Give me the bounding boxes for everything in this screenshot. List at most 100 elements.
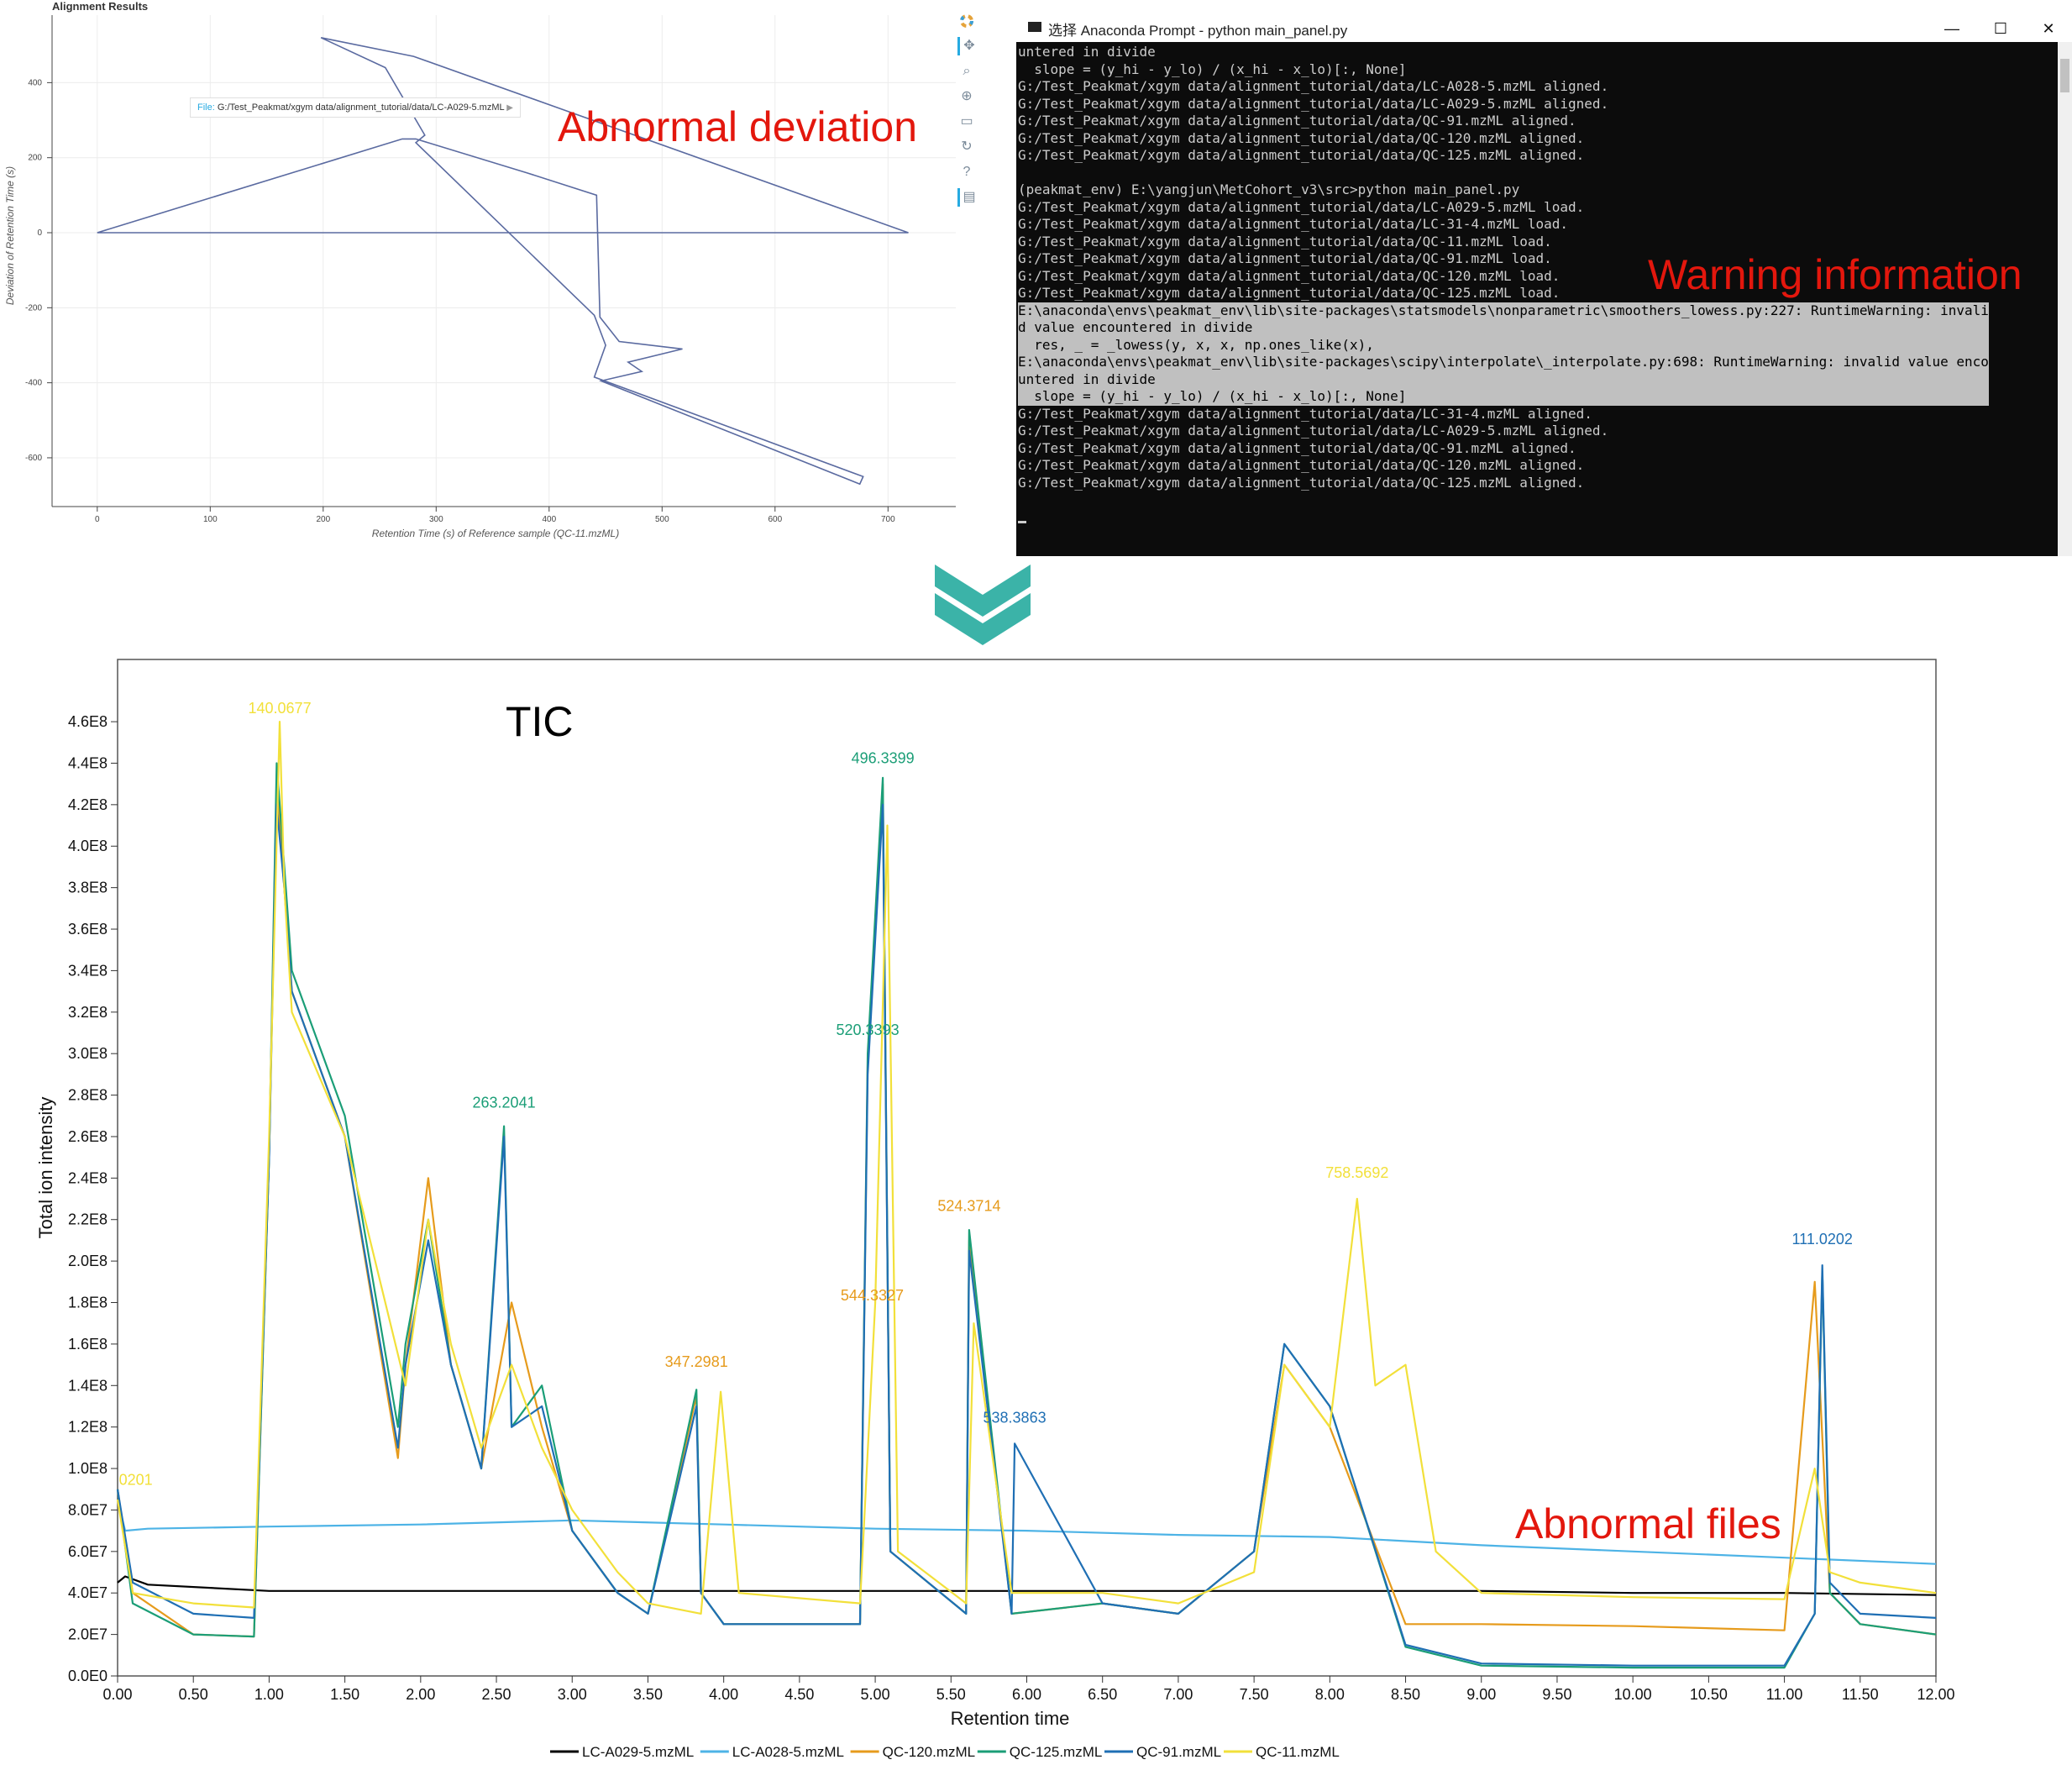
y-tick-label: 1.8E8 (68, 1295, 108, 1311)
peak-label: 520.3393 (837, 1022, 900, 1038)
x-tick-label: 6.00 (1012, 1686, 1041, 1703)
console-lines: untered in divide slope = (y_hi - y_lo) … (1018, 44, 1989, 491)
y-tick-label: 1.2E8 (68, 1419, 108, 1436)
y-tick-label: 0.0E0 (68, 1668, 108, 1684)
y-tick-label: 1.6E8 (68, 1336, 108, 1353)
window-titlebar[interactable]: 选择 Anaconda Prompt - python main_panel.p… (1016, 15, 2072, 42)
y-tick-label: -400 (25, 379, 42, 388)
console-line: E:\anaconda\envs\peakmat_env\lib\site-pa… (1018, 354, 1989, 371)
help-icon[interactable]: ? (963, 165, 971, 179)
x-tick-label: 7.00 (1163, 1686, 1193, 1703)
x-tick-label: 200 (316, 515, 330, 524)
x-tick-label: 2.50 (482, 1686, 511, 1703)
console-line: G:/Test_Peakmat/xgym data/alignment_tuto… (1018, 198, 1585, 215)
y-tick-label: -200 (25, 303, 42, 313)
y-tick-label: 3.2E8 (68, 1004, 108, 1021)
console-line: slope = (y_hi - y_lo) / (x_hi - x_lo)[:,… (1018, 388, 1989, 406)
console-line (1018, 165, 1989, 182)
console-cursor (1018, 521, 1026, 523)
x-tick-label: 11.00 (1766, 1686, 1803, 1703)
y-tick-label: 1.4E8 (68, 1377, 108, 1394)
save-icon[interactable]: ▭ (960, 114, 973, 129)
alignment-plot[interactable]: 0 100 200 300 400 500 600 700 400 200 0 -200 -400 -60… (0, 0, 966, 554)
x-tick-label: 400 (542, 515, 556, 524)
console-app-icon (1028, 22, 1041, 32)
console-line: G:/Test_Peakmat/xgym data/alignment_tuto… (1018, 147, 1585, 163)
x-tick-label: 8.50 (1391, 1686, 1420, 1703)
peak-label: 544.3327 (841, 1287, 904, 1304)
console-line: slope = (y_hi - y_lo) / (x_hi - x_lo)[:,… (1018, 60, 1407, 77)
series-line-QC-11.mzML (116, 720, 1937, 1615)
y-tick-label: 3.6E8 (68, 921, 108, 938)
console-line: (peakmat_env) E:\yangjun\MetCohort_v3\sr… (1018, 181, 1520, 197)
box-zoom-icon[interactable]: ⌕ (963, 64, 971, 78)
legend-label: LC-A028-5.mzML (732, 1744, 844, 1760)
peak-label: 140.0677 (249, 700, 312, 717)
tic-chart[interactable]: 0.00 0.50 1.00 1.50 2.00 2.50 3.00 3.50 4.00 4.50… (0, 647, 2072, 1765)
maximize-button[interactable]: ☐ (1993, 20, 2008, 37)
x-axis-label: Retention time (951, 1708, 1070, 1729)
y-tick-label: 2.4E8 (68, 1169, 108, 1186)
y-tick-label: 8.0E7 (68, 1501, 108, 1518)
tooltip-value: G:/Test_Peakmat/xgym data/alignment_tuto… (217, 102, 505, 113)
hover-icon[interactable]: ▤ (957, 188, 978, 207)
x-tick-label: 12.00 (1917, 1686, 1954, 1703)
minimize-button[interactable]: — (1944, 20, 1959, 37)
console-line: G:/Test_Peakmat/xgym data/alignment_tuto… (1018, 113, 1576, 129)
abnormal-files-label: Abnormal files (1515, 1500, 1781, 1547)
warning-information-label: Warning information (1648, 251, 2022, 298)
console-line: G:/Test_Peakmat/xgym data/alignment_tuto… (1018, 405, 1592, 422)
x-tick-label: 100 (203, 515, 218, 524)
alignment-plot-title: Alignment Results (52, 0, 149, 13)
reset-icon[interactable]: ↻ (961, 139, 973, 154)
console-line: E:\anaconda\envs\peakmat_env\lib\site-pa… (1018, 302, 1989, 319)
close-button[interactable]: ✕ (2042, 20, 2055, 37)
console-line: untered in divide (1018, 370, 1989, 388)
peak-label: 0201 (119, 1472, 153, 1489)
x-tick-label: 0 (95, 515, 100, 524)
console-line: G:/Test_Peakmat/xgym data/alignment_tuto… (1018, 285, 1561, 301)
x-tick-label: 11.50 (1842, 1686, 1879, 1703)
bokeh-logo-icon[interactable] (957, 13, 976, 32)
x-tick-label: 9.50 (1542, 1686, 1571, 1703)
y-tick-label: 3.0E8 (68, 1045, 108, 1062)
x-tick-label: 500 (655, 515, 669, 524)
wheel-zoom-icon[interactable]: ⊕ (961, 89, 973, 103)
console-line: G:/Test_Peakmat/xgym data/alignment_tuto… (1018, 474, 1585, 491)
console-line: res, _ = _lowess(y, x, x, np.ones_like(x… (1018, 336, 1989, 354)
x-tick-label: 3.50 (633, 1686, 663, 1703)
peak-label: 347.2981 (665, 1353, 728, 1370)
y-tick-label: 1.0E8 (68, 1460, 108, 1477)
console-output[interactable]: untered in divide slope = (y_hi - y_lo) … (1016, 42, 2058, 556)
peak-label: 111.0202 (1791, 1231, 1852, 1248)
x-tick-label: 600 (768, 515, 782, 524)
console-line: G:/Test_Peakmat/xgym data/alignment_tuto… (1018, 129, 1585, 146)
y-tick-label: 2.6E8 (68, 1128, 108, 1145)
y-tick-label: 2.8E8 (68, 1087, 108, 1104)
pan-icon[interactable]: ✥ (957, 37, 978, 55)
console-line: G:/Test_Peakmat/xgym data/alignment_tuto… (1018, 95, 1609, 112)
console-scrollbar[interactable] (2058, 42, 2072, 556)
console-line: G:/Test_Peakmat/xgym data/alignment_tuto… (1018, 457, 1585, 473)
x-tick-label: 8.00 (1315, 1686, 1345, 1703)
x-axis-label: Retention Time (s) of Reference sample (… (372, 528, 619, 539)
chevron-down-icon (935, 565, 1031, 645)
x-tick-label: 6.50 (1088, 1686, 1117, 1703)
y-axis-label: Total ion intensity (35, 1097, 56, 1239)
x-tick-label: 0.50 (179, 1686, 208, 1703)
y-tick-label: 4.6E8 (68, 713, 108, 730)
y-tick-label: 200 (28, 154, 42, 163)
tooltip-label: File: (197, 102, 215, 113)
y-tick-label: 3.8E8 (68, 880, 108, 896)
legend-label: QC-125.mzML (1010, 1744, 1103, 1760)
series-line-LC-A028-5.mzML (116, 1499, 1937, 1565)
hover-tooltip: File: G:/Test_Peakmat/xgym data/alignmen… (190, 97, 521, 118)
y-axis-label: Deviation of Retention Time (s) (4, 166, 16, 305)
legend-label: LC-A029-5.mzML (582, 1744, 694, 1760)
x-tick-label: 9.00 (1466, 1686, 1496, 1703)
legend-label: QC-11.mzML (1256, 1744, 1340, 1760)
series-line-QC-91.mzML (116, 803, 1937, 1667)
y-tick-label: -600 (25, 454, 42, 463)
y-tick-label: 400 (28, 78, 42, 87)
scrollbar-thumb[interactable] (2060, 59, 2069, 92)
